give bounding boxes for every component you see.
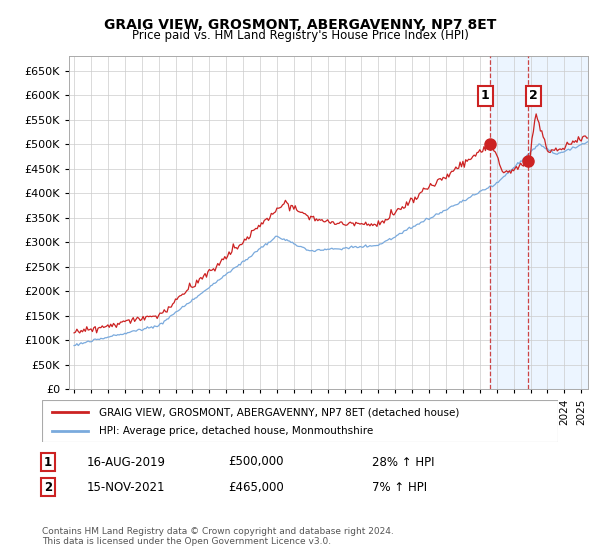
Text: 28% ↑ HPI: 28% ↑ HPI — [372, 455, 434, 469]
Bar — [490, 56, 588, 389]
Text: Contains HM Land Registry data © Crown copyright and database right 2024.
This d: Contains HM Land Registry data © Crown c… — [42, 526, 394, 546]
Text: 2: 2 — [529, 90, 538, 102]
Text: GRAIG VIEW, GROSMONT, ABERGAVENNY, NP7 8ET (detached house): GRAIG VIEW, GROSMONT, ABERGAVENNY, NP7 8… — [99, 407, 459, 417]
Text: HPI: Average price, detached house, Monmouthshire: HPI: Average price, detached house, Monm… — [99, 426, 373, 436]
Text: 7% ↑ HPI: 7% ↑ HPI — [372, 480, 427, 494]
Text: 1: 1 — [481, 90, 490, 102]
FancyBboxPatch shape — [42, 400, 558, 442]
Text: GRAIG VIEW, GROSMONT, ABERGAVENNY, NP7 8ET: GRAIG VIEW, GROSMONT, ABERGAVENNY, NP7 8… — [104, 18, 496, 32]
Text: Price paid vs. HM Land Registry's House Price Index (HPI): Price paid vs. HM Land Registry's House … — [131, 29, 469, 42]
Text: 16-AUG-2019: 16-AUG-2019 — [87, 455, 166, 469]
Text: 2: 2 — [44, 480, 52, 494]
Text: 1: 1 — [44, 455, 52, 469]
Text: £500,000: £500,000 — [228, 455, 284, 469]
Text: £465,000: £465,000 — [228, 480, 284, 494]
Text: 15-NOV-2021: 15-NOV-2021 — [87, 480, 166, 494]
